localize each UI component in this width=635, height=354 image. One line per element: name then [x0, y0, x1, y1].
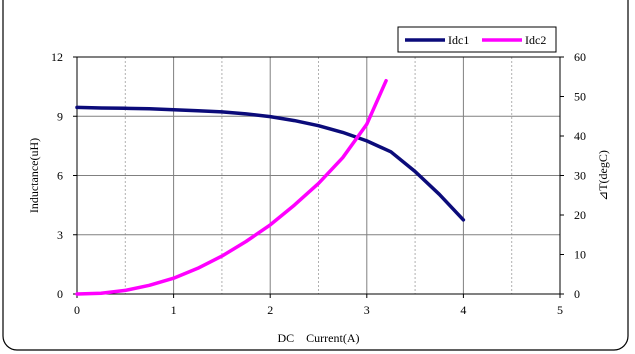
legend-label-idc2: Idc2 [525, 33, 546, 47]
legend: Idc1 Idc2 [397, 26, 557, 53]
x-axis-title: DC Current(A) [278, 331, 360, 345]
y2-tick-label: 0 [574, 287, 580, 301]
x-tick-label: 1 [171, 303, 177, 317]
y2-tick-label: 20 [574, 208, 586, 222]
x-tick-label: 0 [74, 303, 80, 317]
y-axis-title-right: ⊿T(degC) [596, 150, 610, 201]
series-lines [75, 78, 466, 296]
y-tick-label: 3 [57, 228, 63, 242]
y-tick-label: 6 [57, 169, 63, 183]
y2-tick-label: 40 [574, 129, 586, 143]
legend-label-idc1: Idc1 [448, 33, 469, 47]
x-tick-label: 4 [460, 303, 466, 317]
y-axis-title-left: Inductance(uH) [27, 138, 41, 213]
chart-frame [2, 0, 629, 351]
x-tick-label: 2 [267, 303, 273, 317]
series-line-idc2 [75, 78, 388, 296]
y2-tick-label: 10 [574, 248, 586, 262]
x-tick-label: 3 [364, 303, 370, 317]
y-tick-label: 0 [57, 287, 63, 301]
x-tick-label: 5 [557, 303, 563, 317]
y2-tick-label: 50 [574, 90, 586, 104]
y-tick-label: 12 [51, 50, 63, 64]
y-tick-label: 9 [57, 109, 63, 123]
series-line-idc1 [75, 105, 466, 222]
y2-tick-label: 30 [574, 169, 586, 183]
y2-tick-label: 60 [574, 50, 586, 64]
